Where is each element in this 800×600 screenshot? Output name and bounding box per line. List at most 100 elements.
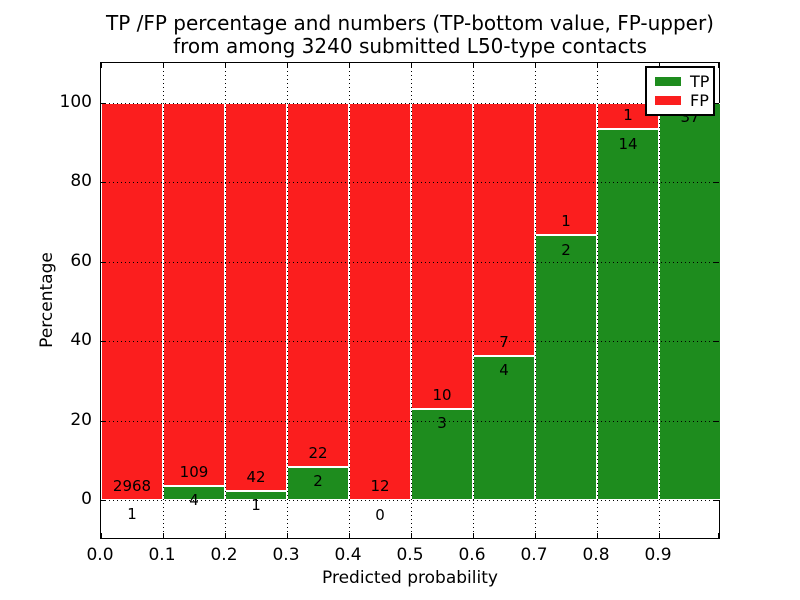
x-tick-mark [718, 533, 719, 538]
chart-title-line2: from among 3240 submitted L50-type conta… [173, 34, 647, 58]
gridline-horizontal [101, 182, 719, 184]
y-tick-mark [101, 420, 106, 422]
y-tick-mark [101, 261, 106, 263]
gridline-vertical [163, 63, 164, 538]
plot-area: 2968 1 109 4 42 1 22 2 12 0 10 3 7 4 1 2 1 14 37 [100, 62, 721, 539]
fp-bar [349, 102, 411, 501]
chart-title: TP /FP percentage and numbers (TP-bottom… [100, 12, 720, 58]
gridline-vertical [597, 63, 598, 538]
tp-bar [659, 102, 721, 501]
y-tick-mark [714, 182, 719, 184]
gridline-vertical [411, 63, 412, 538]
x-tick-mark [659, 63, 660, 68]
legend-entry: FP [647, 91, 713, 110]
fp-count-label: 1 [623, 106, 633, 125]
x-tick-mark [225, 63, 226, 68]
legend-entry: TP [647, 72, 713, 91]
fp-count-label: 22 [308, 444, 328, 463]
tp-bar [597, 129, 659, 501]
y-tick-label: 100 [59, 91, 92, 112]
chart-title-line1: TP /FP percentage and numbers (TP-bottom… [106, 11, 714, 35]
x-tick-mark [411, 63, 412, 68]
fp-bar [411, 102, 473, 409]
x-tick-mark [597, 63, 598, 68]
gridline-vertical [225, 63, 226, 538]
gridline-horizontal [101, 500, 719, 502]
x-tick-mark [411, 533, 412, 538]
gridline-horizontal [101, 261, 719, 263]
y-tick-mark [714, 341, 719, 343]
fp-count-label: 42 [246, 468, 266, 487]
gridline-vertical [535, 63, 536, 538]
x-tick-mark [473, 63, 474, 68]
fp-legend-swatch [655, 96, 681, 105]
tp-count-label: 14 [618, 134, 638, 153]
tp-bar [411, 408, 473, 501]
x-tick-label: 0.9 [644, 545, 672, 565]
x-tick-mark [163, 63, 164, 68]
x-tick-mark [287, 63, 288, 68]
fp-bar [287, 102, 349, 468]
fp-count-label: 7 [499, 332, 509, 351]
tp-count-label: 1 [251, 496, 261, 515]
tp-count-label: 4 [499, 361, 509, 380]
y-tick-label: 80 [70, 171, 92, 192]
gridline-vertical [473, 63, 474, 538]
fp-bar [163, 102, 225, 487]
tp-count-label: 2 [561, 240, 571, 259]
y-tick-mark [714, 261, 719, 263]
y-tick-mark [101, 182, 106, 184]
legend: TP FP [645, 66, 715, 116]
y-tick-label: 20 [70, 409, 92, 430]
legend-entry-label: FP [690, 91, 709, 110]
y-tick-mark [714, 420, 719, 422]
y-tick-label: 40 [70, 330, 92, 351]
x-tick-mark [597, 533, 598, 538]
x-tick-label: 0.7 [520, 545, 548, 565]
tp-count-label: 2 [313, 472, 323, 491]
fp-count-label: 12 [370, 477, 390, 496]
y-tick-mark [714, 500, 719, 502]
legend-entry-label: TP [690, 72, 710, 91]
fp-count-label: 2968 [112, 477, 152, 496]
x-tick-mark [101, 63, 102, 68]
x-tick-label: 0.8 [582, 545, 610, 565]
x-tick-label: 0.3 [272, 545, 300, 565]
fp-count-label: 109 [179, 463, 209, 482]
y-tick-mark [101, 341, 106, 343]
x-tick-mark [535, 63, 536, 68]
x-tick-mark [535, 533, 536, 538]
x-tick-mark [473, 533, 474, 538]
x-axis-label: Predicted probability [322, 568, 498, 588]
gridline-horizontal [101, 420, 719, 422]
x-tick-mark [163, 533, 164, 538]
tp-count-label: 3 [437, 413, 447, 432]
x-tick-mark [225, 533, 226, 538]
fp-count-label: 10 [432, 385, 452, 404]
tp-legend-swatch [655, 77, 681, 86]
y-tick-mark [101, 500, 106, 502]
gridline-horizontal [101, 341, 719, 343]
tp-bar [535, 235, 597, 501]
x-tick-label: 0.1 [148, 545, 176, 565]
y-tick-label: 60 [70, 250, 92, 271]
fp-bar [473, 102, 535, 356]
tp-count-label: 4 [189, 491, 199, 510]
y-tick-mark [714, 102, 719, 104]
x-tick-mark [659, 533, 660, 538]
gridline-vertical [287, 63, 288, 538]
gridline-vertical [349, 63, 350, 538]
gridline-horizontal [101, 102, 719, 104]
tp-count-label: 0 [375, 505, 385, 524]
x-tick-mark [349, 63, 350, 68]
y-tick-mark [101, 102, 106, 104]
fp-count-label: 1 [561, 212, 571, 231]
x-tick-label: 0.6 [458, 545, 486, 565]
x-tick-label: 0.2 [210, 545, 238, 565]
tp-bar [287, 467, 349, 501]
x-tick-mark [287, 533, 288, 538]
x-tick-label: 0.5 [396, 545, 424, 565]
x-tick-label: 0.0 [86, 545, 114, 565]
x-tick-label: 0.4 [334, 545, 362, 565]
